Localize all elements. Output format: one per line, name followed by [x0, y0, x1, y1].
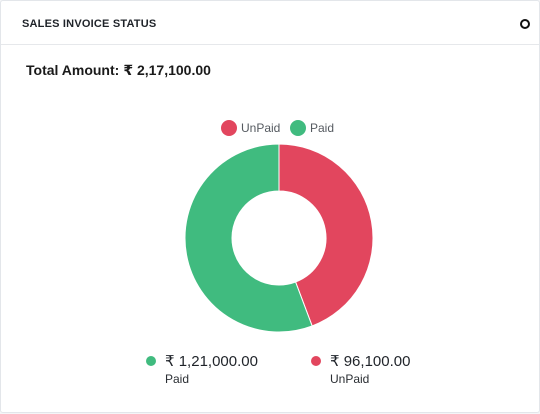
- legend-paid-swatch: [290, 120, 306, 136]
- donut-slice-unpaid[interactable]: [278, 143, 374, 327]
- legend-item-paid[interactable]: Paid: [290, 119, 334, 137]
- summary-unpaid-amount: ₹ 96,100.00: [330, 353, 411, 370]
- summary-paid-amount: ₹ 1,21,000.00: [165, 353, 258, 370]
- legend-unpaid-swatch: [221, 120, 237, 136]
- summary-paid-label: Paid: [165, 372, 190, 386]
- card-title: SALES INVOICE STATUS: [22, 18, 157, 30]
- total-amount-label: Total Amount:: [26, 62, 120, 78]
- legend-item-unpaid[interactable]: UnPaid: [221, 119, 280, 137]
- legend-paid-label: Paid: [310, 121, 335, 135]
- card-header: SALES INVOICE STATUS: [1, 1, 539, 45]
- summary-paid-dot: [146, 356, 156, 366]
- legend-unpaid-label: UnPaid: [241, 121, 281, 135]
- donut-slice-paid[interactable]: [184, 143, 313, 333]
- summary-unpaid-label: UnPaid: [330, 372, 370, 386]
- refresh-icon[interactable]: [520, 19, 530, 29]
- total-amount-value: ₹ 2,17,100.00: [123, 62, 211, 78]
- summary-unpaid-dot: [311, 356, 321, 366]
- total-amount: Total Amount: ₹ 2,17,100.00: [26, 62, 211, 79]
